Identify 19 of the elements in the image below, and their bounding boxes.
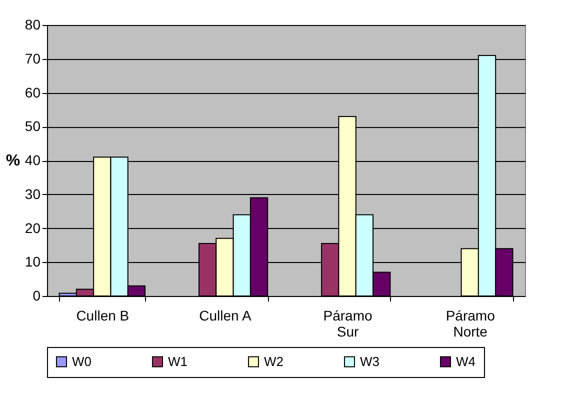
y-tick-label: 70 xyxy=(24,50,41,66)
legend-label: W2 xyxy=(264,354,284,369)
x-tick-label: Páramo Sur xyxy=(323,308,372,340)
y-tick-label: 50 xyxy=(24,118,41,134)
legend-label: W3 xyxy=(360,354,380,369)
x-tick-label: Cullen B xyxy=(76,308,130,324)
x-tick-label: Páramo Norte xyxy=(446,308,496,340)
legend-label: W0 xyxy=(72,354,92,369)
y-tick-label: 0 xyxy=(32,288,41,304)
y-tick-label: 30 xyxy=(24,186,41,202)
legend-label: W1 xyxy=(168,354,188,369)
y-tick-label: 80 xyxy=(24,16,41,32)
y-tick-label: 10 xyxy=(24,254,41,270)
legend-label: W4 xyxy=(456,354,476,369)
y-tick-label: 60 xyxy=(24,84,41,100)
y-tick-label: 20 xyxy=(24,220,41,236)
y-tick-label: 40 xyxy=(24,152,41,168)
x-tick-label: Cullen A xyxy=(199,308,252,324)
y-axis-title: % xyxy=(6,152,20,170)
